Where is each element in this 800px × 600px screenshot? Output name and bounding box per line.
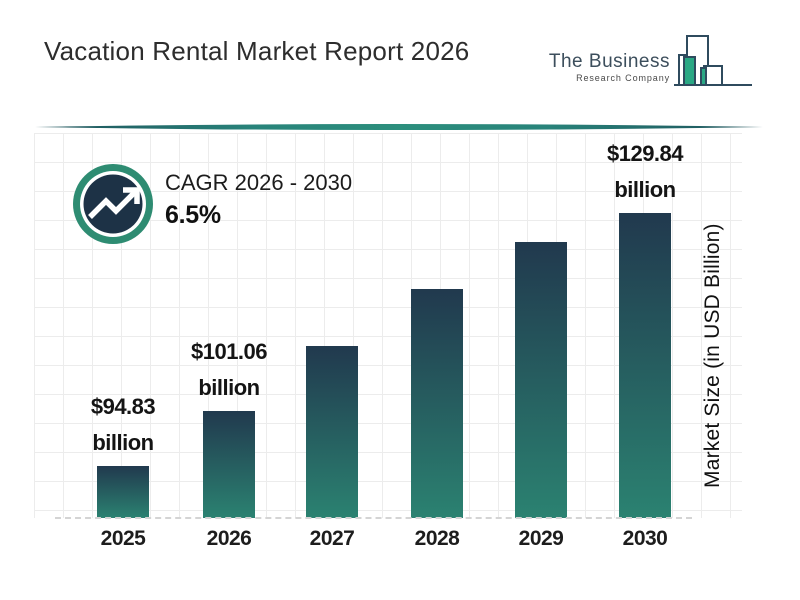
bar-2025 <box>97 466 149 518</box>
x-tick-2030: 2030 <box>622 527 668 550</box>
x-tick-2025: 2025 <box>100 527 146 550</box>
divider-line <box>35 124 763 130</box>
x-tick-2029: 2029 <box>518 527 564 550</box>
bar-2027 <box>306 346 358 518</box>
page-title: Vacation Rental Market Report 2026 <box>44 36 470 66</box>
logo-buildings-icon <box>674 35 752 86</box>
bar-2026 <box>203 411 255 518</box>
value-label-2030: $129.84 billion <box>606 141 684 202</box>
x-tick-2027: 2027 <box>309 527 355 550</box>
brand-logo: The Business Research Company <box>548 52 670 83</box>
y-axis-title: Market Size (in USD Billion) <box>701 223 724 488</box>
cagr-label: CAGR 2026 - 2030 <box>165 170 353 195</box>
trending-up-icon <box>73 164 153 244</box>
value-label-2025: $94.83 billion <box>90 394 156 455</box>
x-axis-line <box>55 517 692 519</box>
bar-2029 <box>515 242 567 518</box>
x-tick-2026: 2026 <box>206 527 252 550</box>
bar-2028 <box>411 289 463 518</box>
logo-name: The Business <box>548 51 670 72</box>
logo-subtitle: Research Company <box>576 72 670 83</box>
x-tick-2028: 2028 <box>414 527 460 550</box>
value-label-2026: $101.06 billion <box>190 339 268 400</box>
cagr-value: 6.5% <box>165 201 221 229</box>
bar-2030 <box>619 213 671 518</box>
